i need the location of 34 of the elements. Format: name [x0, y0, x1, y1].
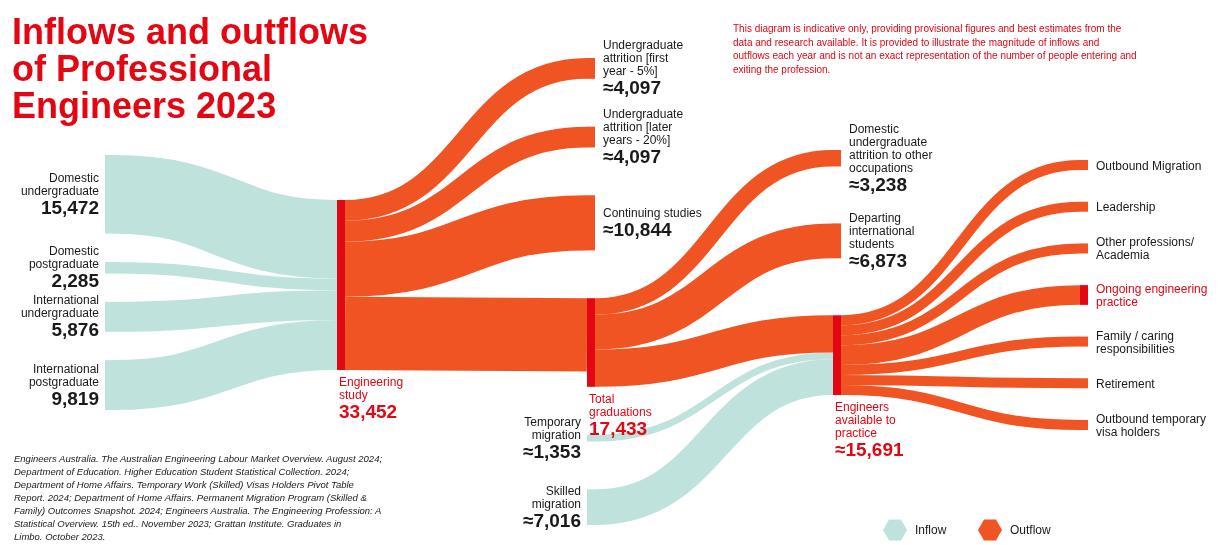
category-label: Departing international students: [849, 210, 915, 251]
legend-label: Outflow: [1010, 523, 1052, 537]
category-label: Domestic undergraduate attrition to other occupations: [849, 121, 933, 175]
category-label: Skilled migration: [531, 483, 581, 511]
data-label: ≈4,097: [603, 146, 661, 168]
category-label: Family / caring responsibilities: [1096, 328, 1175, 356]
data-label: ≈3,238: [849, 173, 907, 195]
category-label: Domestic postgraduate: [28, 244, 100, 272]
category-label: Leadership: [1096, 200, 1156, 215]
category-label: Retirement: [1096, 376, 1156, 391]
category-label: Continuing studies: [603, 205, 702, 220]
data-label: 2,285: [51, 270, 100, 292]
category-label: Engineers available to practice: [835, 400, 897, 440]
category-label: Undergraduate attrition [later years - 20%]: [603, 107, 684, 148]
category-label: Undergraduate attrition [first year - 5%]: [603, 38, 684, 79]
legend-label: Inflow: [915, 523, 947, 537]
category-label: Total graduations: [589, 391, 652, 419]
text: Engineers Australia. The Australian Engineering Labour Market Overview. August 2024; Department of Education. Higher Education Student Statistical Collection. 2024; Department of Home Affairs. Temporary Work (Skilled) Visas Holders Pivot Table Report. 2024; Department of Home Affairs. Permanent Migration Program (Skilled & Family) Outcomes Snapshot. 2024; Engineers Australia. The Engineering Profession: A Statistical Overview. 15th ed.. November 2023; Grattan Institute. Graduates in Limbo. October 2023.: [14, 453, 383, 542]
text: Inflows and outflows of Professional Engineers 2023: [12, 11, 368, 126]
data-label: ≈4,097: [603, 77, 661, 99]
category-label: Outbound Migration: [1096, 158, 1202, 173]
data-label: 5,876: [51, 319, 99, 341]
category-label: Ongoing engineering practice: [1096, 282, 1208, 309]
category-label: Domestic undergraduate: [20, 170, 100, 198]
category-label: Outbound temporary visa holders: [1096, 412, 1207, 439]
category-label: International postgraduate: [28, 361, 100, 389]
category-label: Other professions/ Academia: [1096, 235, 1195, 263]
category-label: Temporary migration: [524, 414, 581, 442]
category-label: International undergraduate: [20, 293, 100, 321]
data-label: 33,452: [339, 401, 398, 422]
data-label: ≈15,691: [835, 439, 904, 460]
text: This diagram is indicative only, providing provisional figures and best estimates from the data and research available. It is provided to illustrate the magnitude of inflows and outflows each year and is not an exact representation of the number of people entering and exiting the profession.: [733, 23, 1137, 75]
data-label: ≈6,873: [849, 249, 907, 271]
category-label: Engineering study: [339, 375, 404, 402]
